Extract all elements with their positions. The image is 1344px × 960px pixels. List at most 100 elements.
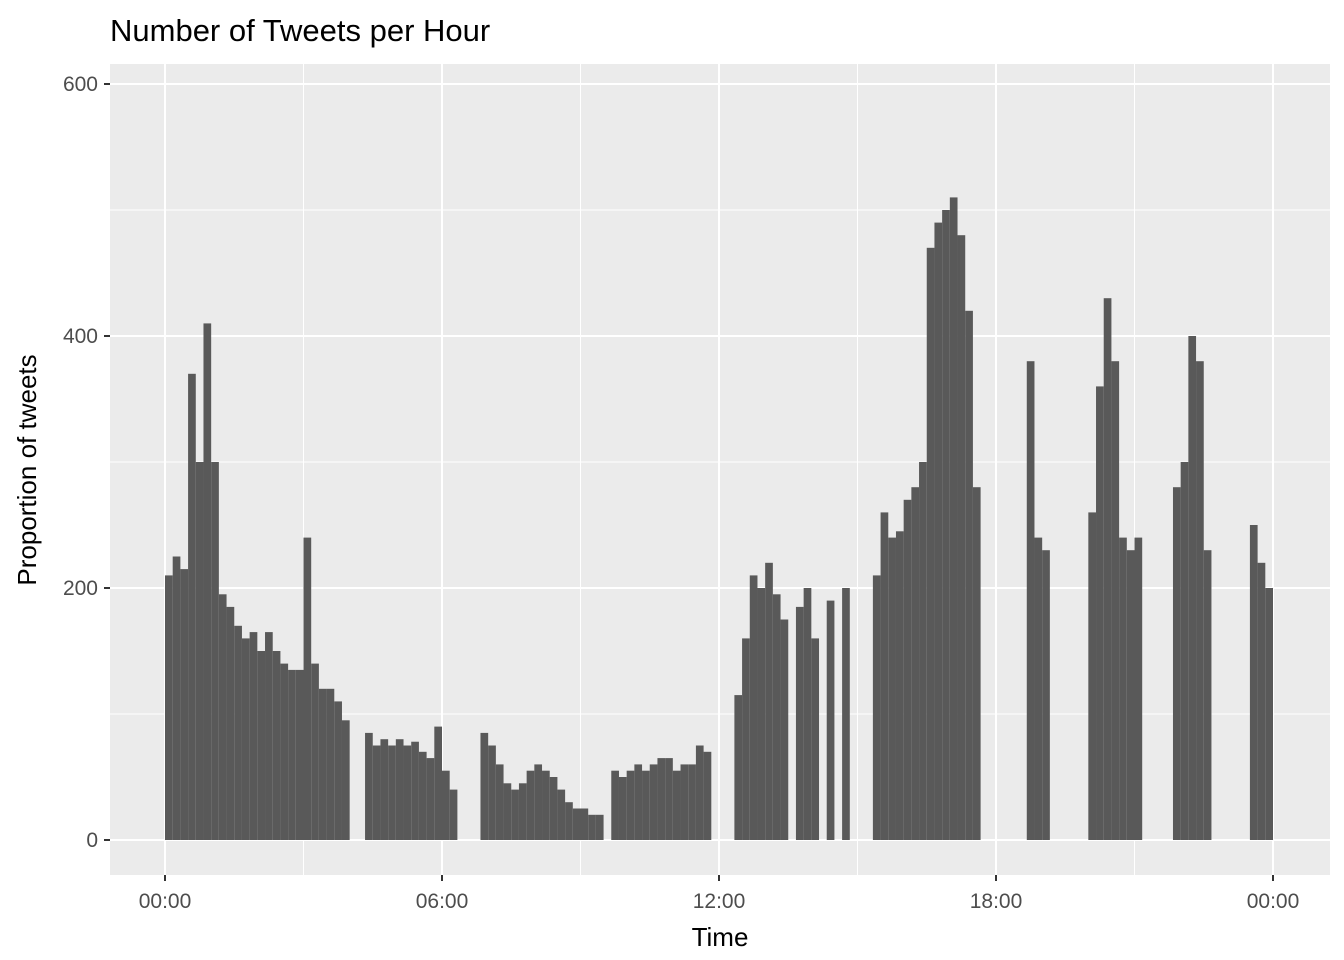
- bar: [811, 638, 820, 840]
- x-tick-label: 18:00: [970, 890, 1023, 913]
- bar: [234, 625, 242, 840]
- bar: [557, 789, 566, 840]
- bar: [1180, 462, 1189, 840]
- bar: [372, 745, 381, 840]
- bar: [657, 758, 666, 840]
- y-tick-label: 200: [63, 577, 98, 600]
- bar: [257, 651, 266, 840]
- bar: [765, 562, 773, 840]
- bar: [265, 632, 273, 840]
- bar: [934, 222, 943, 841]
- x-tick-label: 00:00: [139, 890, 192, 913]
- bar: [626, 770, 635, 840]
- bar: [665, 758, 673, 840]
- bar: [1265, 588, 1273, 840]
- y-tick-label: 0: [86, 829, 98, 852]
- bar: [1172, 487, 1181, 840]
- bar: [380, 739, 389, 840]
- bar: [241, 638, 250, 840]
- bar: [503, 783, 512, 840]
- bar: [795, 606, 804, 840]
- bar: [188, 373, 196, 840]
- bar: [911, 487, 920, 840]
- bar: [688, 764, 696, 840]
- bar: [418, 751, 427, 840]
- bar: [226, 606, 235, 840]
- bar: [165, 575, 173, 840]
- bar: [1034, 537, 1043, 840]
- bar: [611, 770, 619, 840]
- bar: [919, 462, 927, 840]
- bar: [1103, 298, 1112, 840]
- bar: [488, 745, 496, 840]
- y-axis-ticks: 0 200 400 600: [63, 73, 110, 852]
- chart-title: Number of Tweets per Hour: [110, 13, 490, 48]
- x-axis-ticks: 00:00 06:00 12:00 18:00 00:00: [139, 875, 1300, 913]
- bar: [195, 462, 204, 840]
- bar: [965, 310, 973, 840]
- bar: [549, 777, 558, 840]
- bar: [1119, 537, 1127, 840]
- bar: [295, 669, 304, 840]
- bar: [649, 764, 658, 840]
- bar: [926, 247, 935, 841]
- bar: [880, 512, 889, 840]
- bar: [480, 732, 489, 840]
- bar: [203, 323, 212, 840]
- x-tick-label: 06:00: [416, 890, 469, 913]
- bar: [318, 688, 327, 840]
- bar: [703, 751, 712, 840]
- bar: [1042, 550, 1050, 840]
- bar: [180, 569, 189, 840]
- bar: [742, 638, 750, 840]
- bar: [972, 487, 981, 840]
- bar: [526, 770, 535, 840]
- bar: [949, 197, 958, 840]
- bar: [311, 663, 319, 840]
- y-tick-label: 600: [63, 73, 98, 96]
- bar: [1096, 386, 1104, 840]
- bar: [511, 789, 519, 840]
- bar: [1249, 525, 1258, 840]
- bar: [334, 701, 342, 840]
- bar: [534, 764, 543, 840]
- bar: [1088, 512, 1097, 840]
- bar: [757, 588, 766, 840]
- bar: [1026, 361, 1035, 840]
- bar: [395, 739, 404, 840]
- bar: [403, 745, 412, 840]
- bar: [580, 808, 589, 840]
- bar: [1126, 550, 1135, 840]
- bar: [442, 770, 450, 840]
- bar: [588, 814, 596, 840]
- bar: [672, 770, 681, 840]
- bar-series: [165, 197, 1273, 841]
- bar: [172, 556, 181, 840]
- bar: [365, 732, 373, 840]
- bar: [572, 808, 581, 840]
- bar: [1134, 537, 1143, 840]
- bar: [565, 802, 573, 840]
- bar: [542, 770, 550, 840]
- bar: [642, 770, 650, 840]
- bar: [695, 745, 704, 840]
- bar: [249, 632, 258, 840]
- bar: [388, 745, 396, 840]
- bar: [449, 789, 458, 840]
- bar: [772, 594, 781, 840]
- y-tick-label: 400: [63, 325, 98, 348]
- x-tick-label: 12:00: [693, 890, 746, 913]
- bar: [680, 764, 689, 840]
- bar: [495, 764, 504, 840]
- bar: [211, 462, 219, 840]
- bar: [518, 783, 527, 840]
- bar: [888, 537, 896, 840]
- bar: [942, 210, 950, 840]
- x-tick-label: 00:00: [1247, 890, 1300, 913]
- bar: [895, 531, 904, 840]
- bar: [341, 720, 350, 840]
- bar: [288, 669, 296, 840]
- bar: [303, 537, 312, 840]
- bar: [826, 600, 835, 840]
